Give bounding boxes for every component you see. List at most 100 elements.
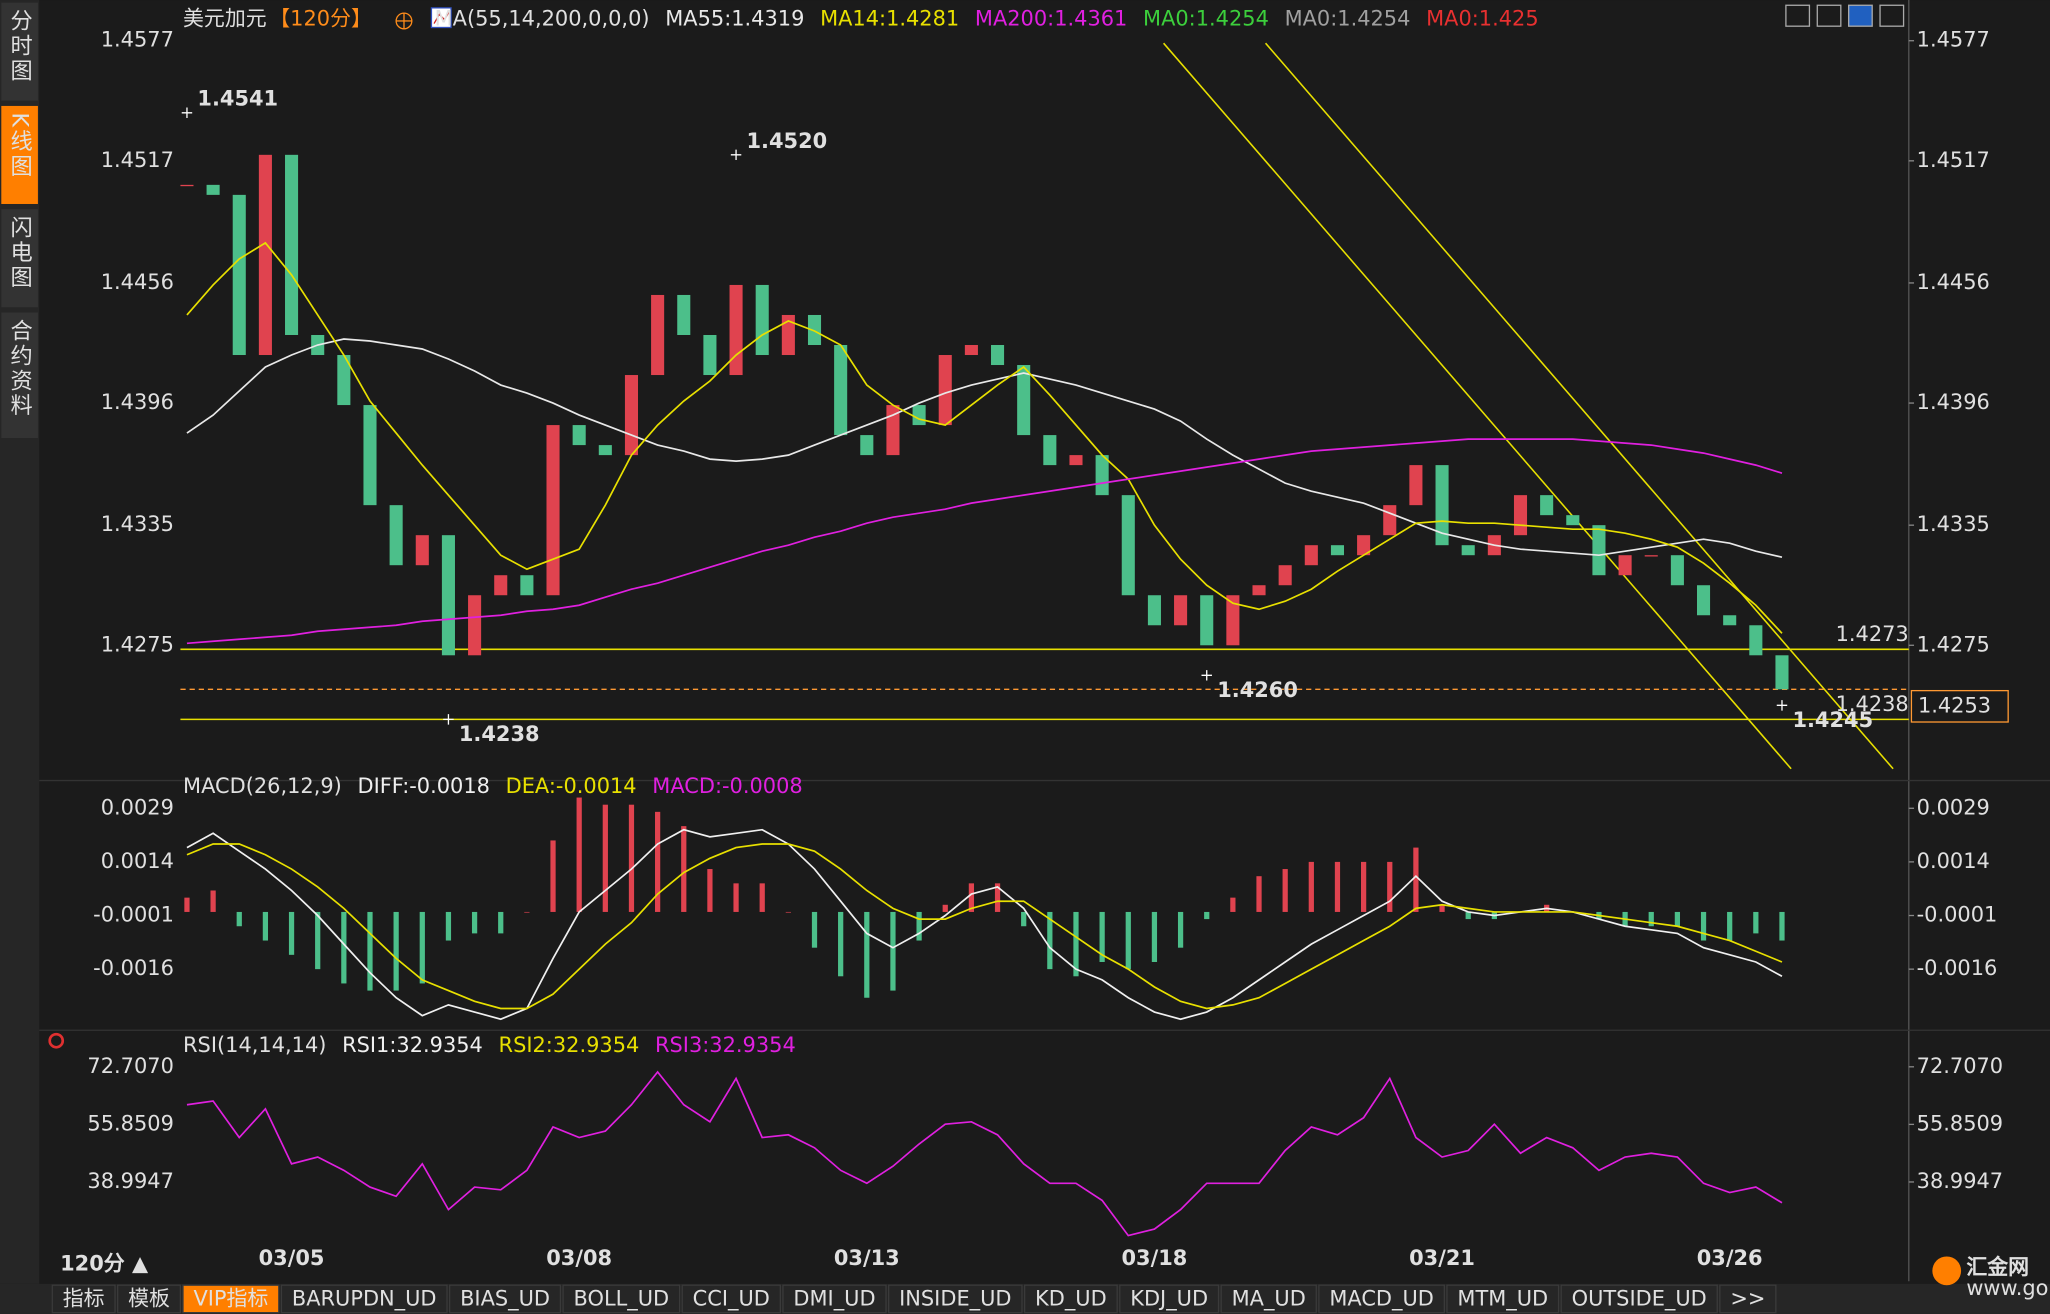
current-price-label: 1.4253: [1918, 693, 1991, 717]
legend-entry: DEA:-0.0014: [506, 774, 637, 798]
sidebar-tab[interactable]: [1, 2, 38, 101]
panel-title: MACD(26,12,9): [183, 774, 342, 798]
sidebar-tab-label[interactable]: 合约资料: [7, 319, 33, 419]
bottom-tab[interactable]: [182, 1284, 280, 1314]
logo-name: 汇金网: [1966, 1255, 2029, 1279]
candle: [1409, 465, 1423, 506]
period-selector[interactable]: 120分 ▲: [60, 1251, 149, 1275]
macd-bar: [315, 911, 321, 970]
bottom-tab-label[interactable]: CCI_UD: [693, 1287, 770, 1311]
bottom-tab-label[interactable]: KDJ_UD: [1130, 1287, 1208, 1311]
bottom-tab-label[interactable]: MACD_UD: [1329, 1287, 1434, 1311]
candle: [991, 345, 1005, 366]
bottom-tab-label[interactable]: DMI_UD: [793, 1287, 875, 1311]
y-tick-label-right: -0.0016: [1917, 956, 1998, 980]
sidebar-tab[interactable]: [1, 105, 38, 204]
legend-entry: RSI2:32.9354: [499, 1033, 640, 1057]
bottom-tab[interactable]: [1119, 1284, 1220, 1314]
window-icon[interactable]: [1879, 4, 1905, 27]
legend-entry: RSI3:32.9354: [655, 1033, 796, 1057]
macd-bar: [1308, 861, 1314, 912]
bottom-tab[interactable]: [1446, 1284, 1560, 1314]
x-tick-label: 03/08: [546, 1246, 612, 1270]
macd-bar: [785, 911, 791, 913]
bottom-tab-label[interactable]: BOLL_UD: [574, 1287, 670, 1311]
bottom-tab-label[interactable]: OUTSIDE_UD: [1572, 1287, 1707, 1311]
candle: [834, 345, 848, 436]
candle: [1095, 455, 1109, 496]
bottom-tab[interactable]: [51, 1284, 116, 1314]
macd-bar: [550, 840, 556, 912]
window-icon[interactable]: [1816, 4, 1842, 27]
sidebar-tab[interactable]: [1, 312, 38, 439]
legend-entry: DIFF:-0.0018: [358, 774, 490, 798]
bottom-tab[interactable]: [1220, 1284, 1317, 1314]
macd-bar: [1230, 897, 1236, 912]
bottom-tab-label[interactable]: 模板: [128, 1287, 170, 1311]
candle: [1252, 585, 1266, 596]
sidebar-tab-label[interactable]: 分时图: [7, 9, 33, 84]
sidebar-tab-label[interactable]: 闪电图: [7, 215, 33, 290]
y-tick-label: 1.4517: [101, 148, 174, 172]
bottom-tab-label[interactable]: 指标: [63, 1287, 105, 1311]
window-icon[interactable]: [1785, 4, 1811, 27]
bottom-tab-label[interactable]: MA_UD: [1232, 1287, 1306, 1311]
legend-entry: MA14:1.4281: [820, 7, 959, 31]
bottom-tab[interactable]: [1719, 1284, 1777, 1314]
bottom-tab[interactable]: [280, 1284, 448, 1314]
bottom-tab-label[interactable]: KD_UD: [1035, 1287, 1107, 1311]
macd-bar: [994, 883, 1001, 912]
candle: [1618, 555, 1632, 576]
x-tick-label: 03/18: [1122, 1246, 1188, 1270]
candle: [938, 355, 952, 426]
indicator-icon[interactable]: [430, 7, 452, 29]
bottom-tab[interactable]: [448, 1284, 562, 1314]
bottom-tab[interactable]: [116, 1284, 182, 1314]
candle: [1330, 545, 1345, 556]
bottom-tab[interactable]: [562, 1284, 681, 1314]
candle: [1383, 505, 1397, 536]
panel-header: 美元加元 【120分】 MA(55,14,200,0,0,0) MA55:1.4319…: [183, 7, 1539, 31]
extreme-label: 1.4245: [1792, 708, 1873, 732]
bottom-tab-label[interactable]: >>: [1730, 1287, 1765, 1311]
sidebar-tab[interactable]: [1, 209, 38, 308]
bottom-tab-label[interactable]: BIAS_UD: [460, 1287, 550, 1311]
indicator-line: [186, 843, 1783, 1010]
bottom-tab-label[interactable]: MTM_UD: [1457, 1287, 1548, 1311]
candle: [232, 194, 246, 356]
candle: [1121, 495, 1135, 596]
macd-bar: [1099, 911, 1105, 962]
bottom-tab[interactable]: [681, 1284, 782, 1314]
bottom-tab[interactable]: [1023, 1284, 1118, 1314]
macd-bar: [236, 911, 242, 927]
bottom-tab-label[interactable]: VIP指标: [193, 1287, 268, 1311]
bottom-tab[interactable]: [1560, 1284, 1718, 1314]
trend-line: [1162, 42, 1792, 770]
macd-bar: [1387, 861, 1393, 912]
extreme-marker: [730, 149, 742, 161]
bottom-tab-label[interactable]: INSIDE_UD: [899, 1287, 1011, 1311]
candle: [1775, 655, 1789, 690]
macd-bar: [1021, 911, 1027, 927]
window-icon[interactable]: [1848, 4, 1873, 27]
macd-bar: [393, 911, 399, 991]
bottom-tab[interactable]: [782, 1284, 887, 1314]
macd-bar: [733, 883, 739, 912]
x-tick-label: 03/13: [834, 1246, 900, 1270]
extreme-label: 1.4260: [1217, 678, 1298, 702]
macd-bar: [1779, 911, 1785, 941]
macd-bar: [341, 911, 347, 984]
candle: [1147, 595, 1161, 626]
settings-icon[interactable]: [48, 1032, 65, 1049]
candle: [206, 184, 220, 195]
candle: [886, 405, 900, 456]
bottom-tab-label[interactable]: BARUPDN_UD: [292, 1287, 437, 1311]
sidebar-tab-label[interactable]: K线图: [7, 112, 33, 179]
candle: [1043, 435, 1057, 466]
y-tick-label: 1.4335: [101, 512, 174, 536]
extreme-marker: [443, 714, 454, 725]
bottom-tab[interactable]: [1318, 1284, 1446, 1314]
candle: [1540, 495, 1554, 516]
extreme-label: 1.4238: [459, 722, 540, 746]
bottom-tab[interactable]: [888, 1284, 1023, 1314]
